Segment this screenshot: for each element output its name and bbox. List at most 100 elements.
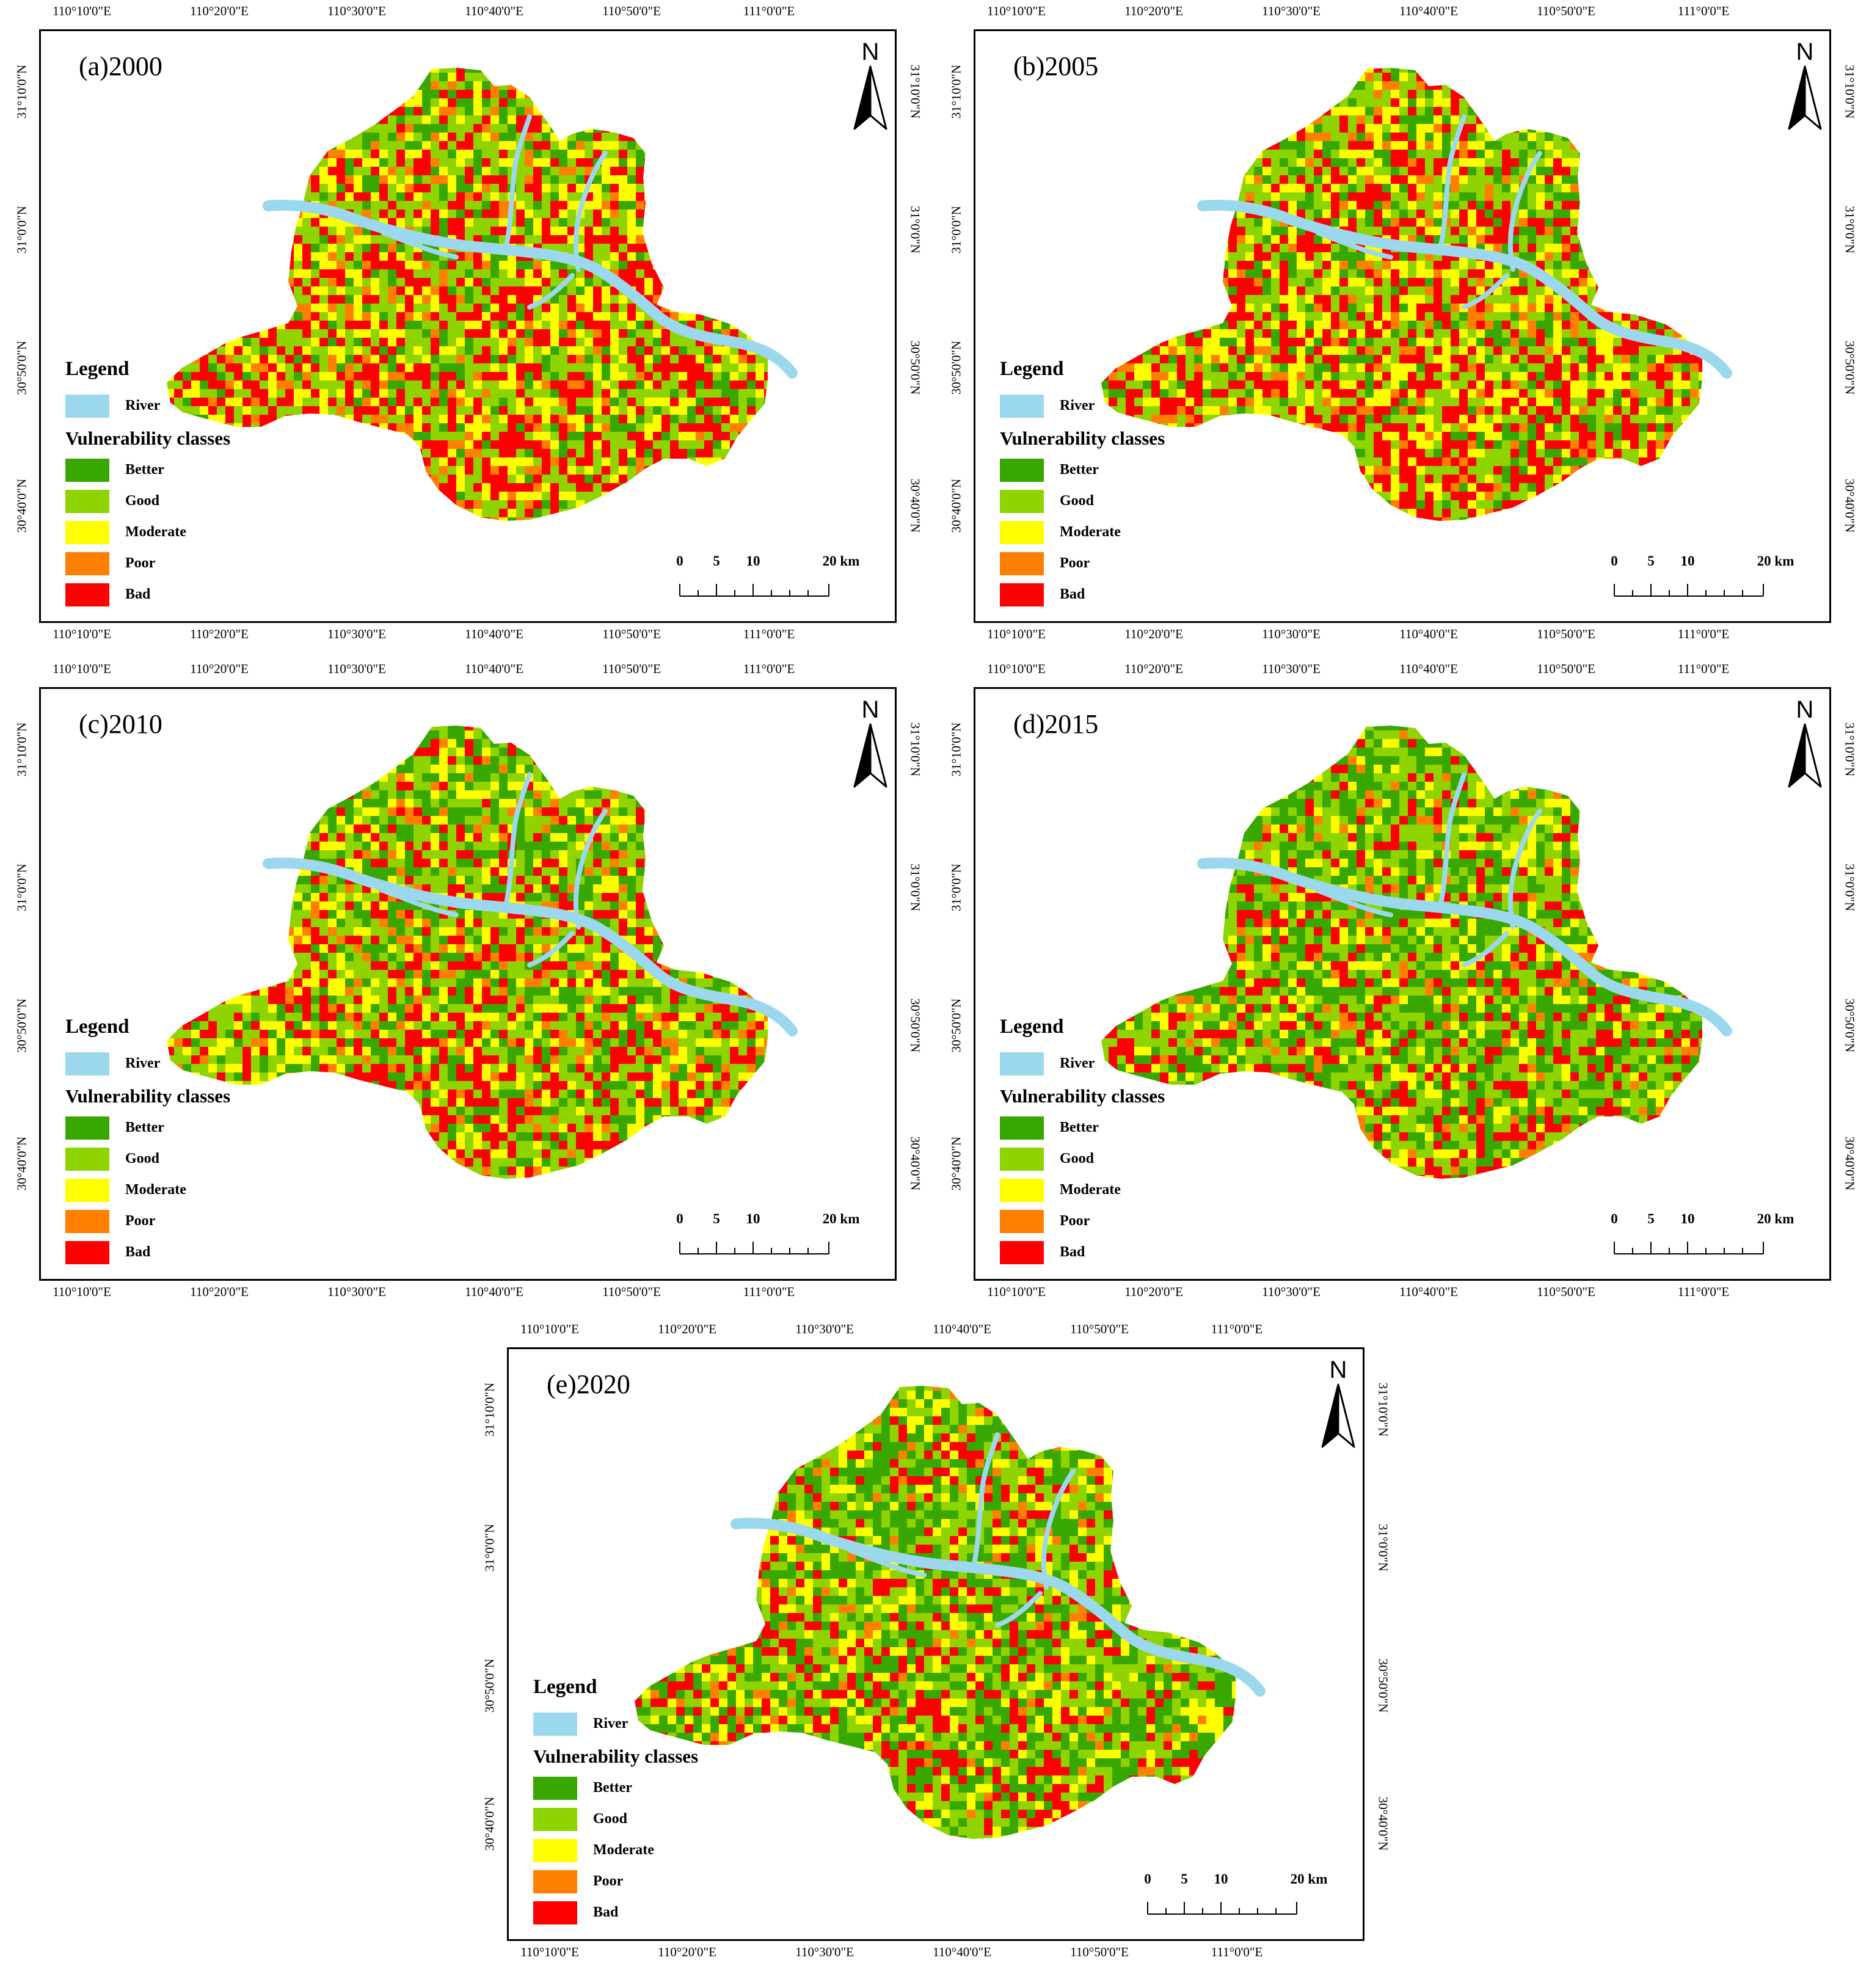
raster-cell-bad: [328, 492, 337, 501]
raster-cell-good: [405, 90, 414, 99]
raster-cell-moderate: [542, 124, 551, 133]
raster-cell-good: [525, 98, 534, 107]
raster-cell-moderate: [619, 124, 628, 133]
raster-cell-bad: [174, 269, 183, 279]
raster-cell-good: [627, 475, 636, 484]
raster-cell-bad: [679, 355, 688, 364]
raster-cell-moderate: [388, 175, 397, 184]
raster-cell-good: [1656, 90, 1665, 99]
raster-cell-bad: [585, 415, 594, 424]
raster-cell-good: [362, 124, 371, 133]
raster-cell-moderate: [610, 158, 619, 167]
raster-cell-better: [1091, 98, 1101, 107]
raster-cell-good: [311, 398, 320, 407]
raster-cell-good: [525, 432, 534, 441]
raster-cell-bad: [302, 261, 312, 270]
raster-cell-good: [294, 261, 303, 270]
raster-cell-poor: [730, 483, 739, 492]
raster-cell-better: [661, 98, 671, 107]
raster-cell-good: [704, 167, 713, 176]
raster-cell-bad: [636, 175, 645, 184]
raster-cell-better: [465, 338, 474, 347]
raster-cell-bad: [1579, 141, 1588, 150]
raster-cell-moderate: [593, 406, 602, 415]
raster-cell-moderate: [627, 218, 636, 227]
raster-cell-moderate: [1365, 56, 1374, 65]
raster-cell-good: [1485, 107, 1494, 116]
raster-cell-bad: [696, 312, 705, 321]
raster-cell-bad: [285, 415, 294, 424]
lon-tick-bottom: 110°10'0"E: [53, 627, 111, 642]
raster-cell-good: [619, 346, 628, 355]
raster-cell-good: [730, 509, 739, 518]
raster-cell-good: [610, 517, 619, 521]
raster-cell-better: [1305, 107, 1314, 116]
raster-cell-better: [679, 227, 688, 236]
raster-cell-moderate: [396, 406, 406, 415]
raster-cell-good: [644, 81, 654, 90]
raster-cell-better: [456, 423, 465, 432]
raster-cell-better: [439, 192, 448, 202]
raster-cell-good: [490, 167, 500, 176]
raster-cell-moderate: [167, 68, 175, 73]
raster-cell-bad: [448, 133, 457, 142]
raster-cell-good: [1468, 56, 1477, 65]
raster-cell-better: [576, 124, 585, 133]
raster-cell-better: [260, 184, 269, 193]
raster-cell-good: [225, 372, 235, 381]
raster-cell-good: [627, 363, 636, 373]
raster-cell-bad: [371, 167, 380, 176]
raster-cell-poor: [1109, 68, 1118, 73]
raster-cell-moderate: [1442, 98, 1451, 107]
raster-cell-bad: [730, 175, 739, 184]
raster-cell-better: [773, 141, 782, 150]
raster-cell-good: [1416, 107, 1426, 116]
raster-cell-good: [251, 338, 260, 347]
raster-cell-good: [567, 192, 577, 202]
raster-cell-good: [610, 312, 619, 321]
raster-cell-bad: [1408, 90, 1417, 99]
raster-cell-good: [285, 329, 294, 338]
raster-cell-poor: [516, 380, 525, 390]
raster-cell-bad: [422, 184, 431, 193]
raster-cell-bad: [756, 380, 765, 390]
raster-cell-moderate: [559, 133, 568, 142]
raster-cell-bad: [473, 304, 483, 313]
raster-cell-bad: [242, 415, 252, 424]
raster-cell-better: [157, 150, 166, 159]
raster-cell-good: [294, 107, 303, 116]
raster-cell-moderate: [473, 107, 483, 116]
raster-cell-moderate: [439, 167, 448, 176]
raster-cell-better: [636, 107, 645, 116]
raster-cell-moderate: [345, 244, 354, 253]
raster-cell-bad: [679, 449, 688, 458]
raster-cell-good: [661, 526, 671, 535]
raster-cell-moderate: [490, 363, 500, 373]
raster-cell-poor: [294, 304, 303, 313]
raster-cell-bad: [268, 509, 277, 518]
raster-cell-good: [687, 295, 696, 304]
raster-cell-good: [431, 363, 440, 373]
raster-cell-bad: [721, 107, 730, 116]
raster-cell-good: [319, 346, 329, 355]
raster-cell-good: [242, 500, 252, 509]
raster-cell-good: [1664, 68, 1674, 73]
raster-cell-bad: [756, 483, 765, 492]
raster-cell-good: [285, 466, 294, 475]
raster-cell-moderate: [602, 509, 611, 518]
raster-cell-poor: [431, 329, 440, 338]
raster-cell-bad: [277, 167, 286, 176]
raster-cell-moderate: [242, 466, 252, 475]
raster-cell-good: [285, 406, 294, 415]
raster-cell-good: [242, 124, 252, 133]
raster-cell-poor: [200, 68, 209, 73]
raster-cell-moderate: [525, 269, 534, 279]
raster-cell-bad: [764, 124, 768, 133]
raster-cell-good: [636, 269, 645, 279]
raster-cell-good: [619, 432, 628, 441]
panel-title: (a)2000: [79, 51, 162, 82]
legend-class-moderate: Moderate: [65, 517, 230, 548]
raster-cell-good: [1587, 115, 1597, 125]
raster-cell-bad: [371, 346, 380, 355]
raster-cell-good: [448, 68, 457, 73]
